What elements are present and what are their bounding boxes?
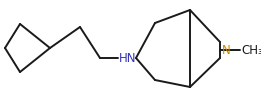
Text: HN: HN [119,52,137,65]
Text: CH₃: CH₃ [241,43,261,56]
Text: N: N [222,43,231,56]
